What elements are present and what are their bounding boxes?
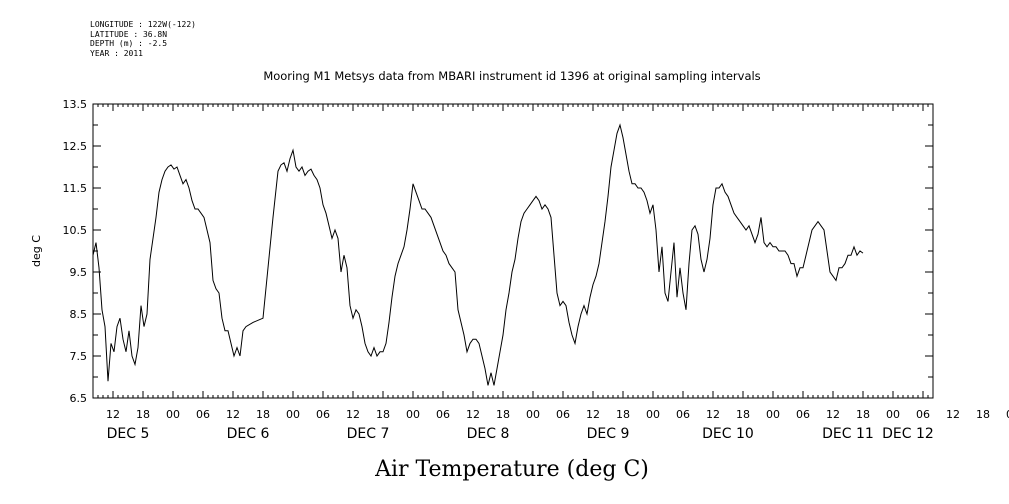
x-hour-label: 06 [316, 408, 330, 421]
y-axis-ticks: 6.5 7.5 8.5 9.5 10.5 11.5 12.5 13.5 [63, 98, 88, 405]
longitude-label: LONGITUDE : 122W(-122) [90, 20, 196, 29]
x-hour-label: 06 [676, 408, 690, 421]
x-hour-label: 00 [646, 408, 660, 421]
y-tick-label: 11.5 [63, 182, 88, 195]
x-axis-ticks: 12 18 00 06 12 18 00 06 12 18 00 06 12 18 00 06 12 18 00 06… [106, 408, 1009, 442]
x-day-label: DEC 7 [347, 426, 390, 442]
x-hour-label: 06 [916, 408, 930, 421]
x-hour-label: 00 [1006, 408, 1009, 421]
y-tick-label: 12.5 [63, 140, 88, 153]
x-hour-label: 18 [496, 408, 510, 421]
x-hour-label: 18 [136, 408, 150, 421]
x-hour-label: 18 [376, 408, 390, 421]
x-hour-label: 12 [106, 408, 120, 421]
x-hour-label: 06 [556, 408, 570, 421]
chart-title: Mooring M1 Metsys data from MBARI instru… [263, 69, 760, 83]
series-group [92, 123, 864, 386]
latitude-label: LATITUDE : 36.8N [90, 29, 168, 39]
x-hour-label: 12 [706, 408, 720, 421]
x-hour-label: 18 [736, 408, 750, 421]
y-tick-label: 13.5 [63, 98, 88, 111]
x-hour-label: 00 [766, 408, 780, 421]
x-day-label: DEC 9 [587, 426, 630, 442]
year-label: YEAR : 2011 [90, 48, 143, 58]
x-day-label: DEC 8 [467, 426, 510, 442]
x-day-label: DEC 6 [227, 426, 270, 442]
x-hour-label: 12 [466, 408, 480, 421]
x-hour-label: 12 [586, 408, 600, 421]
x-day-label: DEC 10 [702, 426, 754, 442]
x-hour-label: 12 [946, 408, 960, 421]
x-hour-label: 06 [196, 408, 210, 421]
series-line [92, 123, 864, 386]
x-hour-label: 18 [856, 408, 870, 421]
x-hour-label: 00 [166, 408, 180, 421]
x-axis-title: Air Temperature (deg C) [374, 457, 649, 482]
x-hour-label: 12 [226, 408, 240, 421]
depth-label: DEPTH (m) : -2.5 [90, 39, 168, 48]
x-hour-label: 18 [256, 408, 270, 421]
station-metadata: LONGITUDE : 122W(-122) LATITUDE : 36.8N … [90, 20, 196, 58]
x-hour-label: 12 [826, 408, 840, 421]
x-hour-label: 00 [526, 408, 540, 421]
y-axis-label: deg C [30, 235, 43, 267]
x-day-label: DEC 11 [822, 426, 874, 442]
x-hour-label: 00 [886, 408, 900, 421]
x-day-label: DEC 12 [882, 426, 934, 442]
x-hour-label: 00 [286, 408, 300, 421]
x-hour-label: 18 [976, 408, 990, 421]
y-tick-label: 6.5 [70, 392, 88, 405]
x-hour-label: 12 [346, 408, 360, 421]
x-hour-label: 00 [406, 408, 420, 421]
y-tick-label: 10.5 [63, 224, 88, 237]
x-hour-label: 18 [616, 408, 630, 421]
minor-ticks [92, 103, 934, 399]
y-tick-label: 7.5 [70, 350, 88, 363]
y-tick-label: 9.5 [70, 266, 88, 279]
x-hour-label: 06 [796, 408, 810, 421]
y-tick-label: 8.5 [70, 308, 88, 321]
x-day-label: DEC 5 [107, 426, 150, 442]
x-hour-label: 06 [436, 408, 450, 421]
